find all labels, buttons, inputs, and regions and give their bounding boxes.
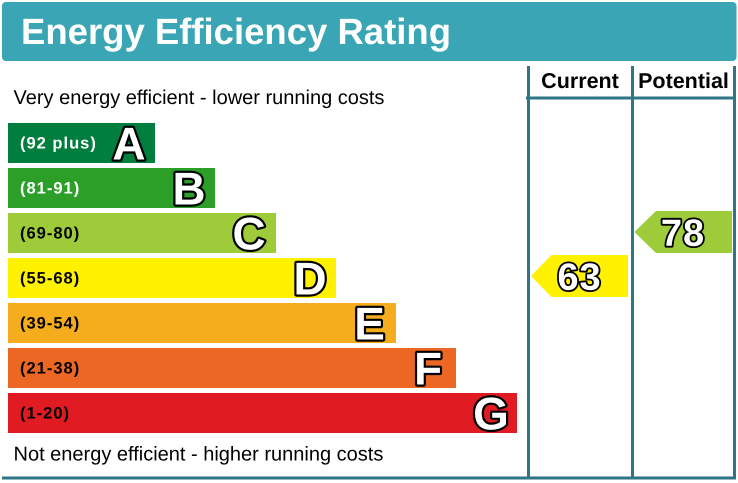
svg-text:(55-68): (55-68) — [20, 270, 80, 288]
svg-text:Not energy efficient - higher: Not energy efficient - higher running co… — [14, 444, 384, 466]
svg-text:(69-80): (69-80) — [20, 225, 80, 243]
svg-text:Energy Efficiency Rating: Energy Efficiency Rating — [21, 11, 451, 52]
svg-text:Current: Current — [541, 69, 619, 93]
svg-text:Potential: Potential — [638, 69, 729, 93]
svg-text:(81-91): (81-91) — [20, 180, 80, 198]
svg-text:(1-20): (1-20) — [20, 405, 70, 423]
svg-text:(39-54): (39-54) — [20, 315, 80, 333]
svg-text:(92 plus): (92 plus) — [20, 135, 97, 153]
svg-text:(21-38): (21-38) — [20, 360, 80, 378]
svg-text:Very energy efficient - lower: Very energy efficient - lower running co… — [14, 87, 385, 109]
